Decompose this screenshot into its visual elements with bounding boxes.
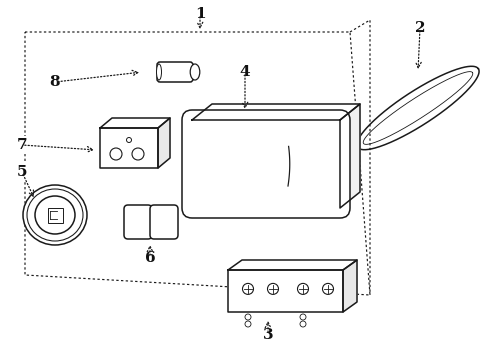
Circle shape — [300, 321, 306, 327]
Polygon shape — [158, 118, 170, 168]
Circle shape — [245, 314, 251, 320]
Circle shape — [268, 283, 278, 294]
Circle shape — [243, 283, 253, 294]
Polygon shape — [100, 128, 158, 168]
Text: 8: 8 — [49, 75, 60, 89]
Circle shape — [126, 138, 131, 143]
FancyBboxPatch shape — [157, 62, 193, 82]
Ellipse shape — [23, 185, 87, 245]
Text: 1: 1 — [195, 7, 205, 21]
Circle shape — [132, 148, 144, 160]
Text: 2: 2 — [415, 21, 425, 35]
Text: 5: 5 — [17, 165, 27, 179]
FancyBboxPatch shape — [182, 110, 350, 218]
Text: 7: 7 — [17, 138, 27, 152]
FancyBboxPatch shape — [150, 205, 178, 239]
Circle shape — [322, 283, 334, 294]
Ellipse shape — [190, 64, 200, 80]
Text: 3: 3 — [263, 328, 273, 342]
Polygon shape — [228, 270, 343, 312]
Circle shape — [110, 148, 122, 160]
Polygon shape — [228, 260, 357, 270]
Polygon shape — [100, 118, 170, 128]
Circle shape — [297, 283, 309, 294]
Polygon shape — [192, 104, 360, 120]
Circle shape — [300, 314, 306, 320]
Circle shape — [245, 321, 251, 327]
Text: 6: 6 — [145, 251, 155, 265]
FancyBboxPatch shape — [48, 207, 63, 222]
Ellipse shape — [156, 64, 162, 80]
Text: 4: 4 — [240, 65, 250, 79]
Polygon shape — [343, 260, 357, 312]
Ellipse shape — [35, 196, 75, 234]
Ellipse shape — [27, 189, 83, 241]
Polygon shape — [340, 104, 360, 208]
FancyBboxPatch shape — [124, 205, 152, 239]
